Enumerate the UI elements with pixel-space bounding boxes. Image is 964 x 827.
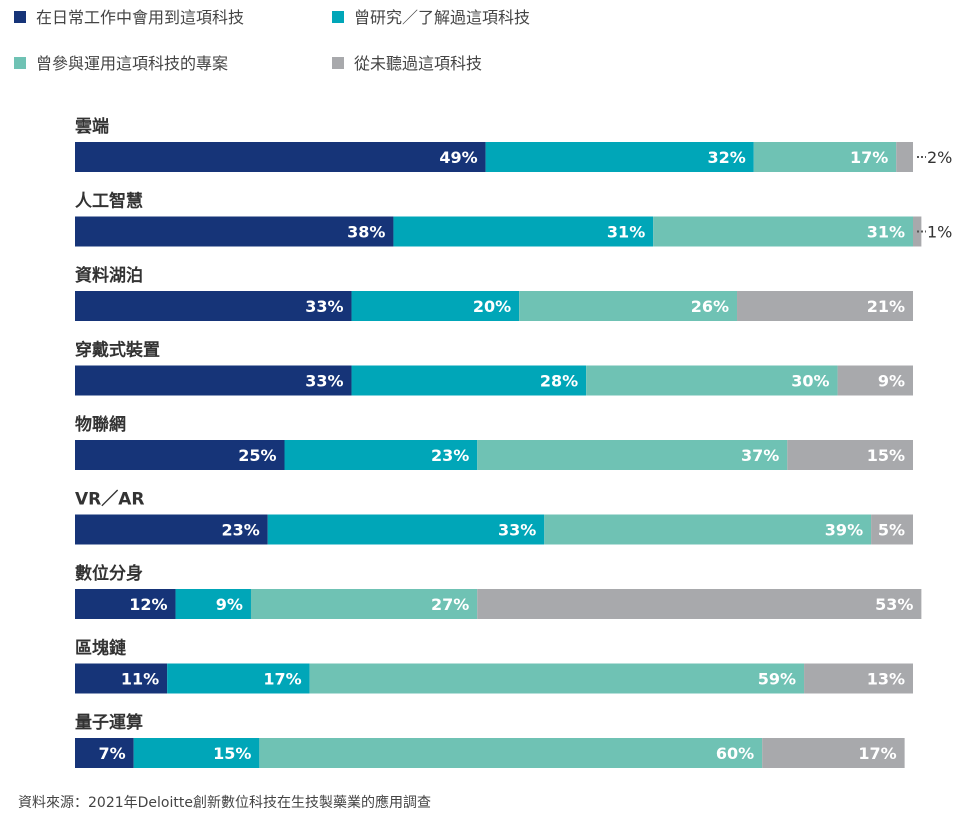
bar-segment (267, 514, 545, 545)
bar-segment (284, 440, 478, 470)
bars: 雲端 49% 32% 17% 2% 人工智慧 38% 31% 31% 1% 資料湖泊 33% 20% 26… (75, 116, 952, 768)
bar-segment (75, 365, 352, 396)
bar-segment (309, 663, 805, 694)
data-label: 9% (878, 372, 905, 391)
legend-label: 從未聽過這項科技 (354, 54, 482, 73)
data-label: 21% (867, 297, 905, 316)
bar-segment (75, 142, 486, 172)
category-label: 穿戴式裝置 (75, 340, 160, 361)
data-label: 9% (216, 595, 243, 614)
legend-label: 在日常工作中會用到這項科技 (36, 8, 244, 27)
data-label: 20% (473, 297, 511, 316)
data-label: 38% (347, 223, 385, 242)
data-label: 23% (431, 446, 469, 465)
data-label: 12% (129, 595, 167, 614)
data-label: 17% (263, 670, 301, 689)
bar-segment (762, 738, 905, 768)
bar-segment (477, 440, 788, 470)
bar-segment (737, 291, 913, 321)
bar-segment (75, 291, 352, 321)
legend-label: 曾參與運用這項科技的專案 (36, 54, 228, 73)
bar-segment (477, 589, 922, 619)
data-label: 30% (791, 372, 829, 391)
bar-segment (167, 663, 310, 694)
bar-segment (75, 440, 285, 470)
category-label: 物聯網 (75, 414, 126, 435)
bar-segment (837, 365, 913, 396)
bar-segment (871, 514, 913, 545)
category-label: 區塊鏈 (75, 638, 126, 659)
legend-swatch (332, 57, 344, 69)
bar-segment (896, 142, 913, 172)
bar-segment (485, 142, 754, 172)
bar-segment (75, 514, 268, 545)
bar-segment (75, 663, 168, 694)
legend-swatch (14, 57, 26, 69)
data-label: 25% (238, 446, 276, 465)
data-label: 31% (607, 223, 645, 242)
bar-segment (75, 216, 394, 247)
bar-segment (351, 291, 520, 321)
data-label: 11% (121, 670, 159, 689)
data-label: 31% (867, 223, 905, 242)
data-label: 53% (875, 595, 913, 614)
data-label: 17% (858, 744, 896, 763)
category-label: VR／AR (75, 489, 145, 510)
data-label: 28% (540, 372, 578, 391)
data-label: 33% (305, 297, 343, 316)
legend-swatch (332, 11, 344, 23)
data-label: 26% (691, 297, 729, 316)
data-label: 27% (431, 595, 469, 614)
data-label: 2% (927, 148, 952, 167)
source-note: 資料來源：2021年Deloitte創新數位科技在生技製藥業的應用調查 (18, 795, 431, 811)
category-label: 人工智慧 (75, 191, 143, 212)
data-label: 1% (927, 223, 952, 242)
bar-segment (804, 663, 913, 694)
data-label: 7% (98, 744, 125, 763)
data-label: 49% (439, 148, 477, 167)
category-label: 數位分身 (75, 563, 143, 584)
bar-segment (75, 589, 176, 619)
data-label: 37% (741, 446, 779, 465)
data-label: 33% (498, 521, 536, 540)
bar-segment (133, 738, 260, 768)
data-label: 33% (305, 372, 343, 391)
data-label: 59% (758, 670, 796, 689)
data-label: 39% (825, 521, 863, 540)
legend-swatch (14, 11, 26, 23)
data-label: 60% (716, 744, 754, 763)
bar-segment (544, 514, 872, 545)
data-label: 15% (867, 446, 905, 465)
bar-segment (519, 291, 738, 321)
bar-segment (75, 738, 134, 768)
legend-label: 曾研究／了解過這項科技 (354, 8, 530, 27)
data-label: 15% (213, 744, 251, 763)
bar-segment (351, 365, 587, 396)
bar-segment (175, 589, 251, 619)
bar-segment (787, 440, 913, 470)
bar-segment (259, 738, 763, 768)
data-label: 17% (850, 148, 888, 167)
data-label: 32% (707, 148, 745, 167)
bar-segment (753, 142, 897, 172)
bar-segment (393, 216, 654, 247)
category-label: 雲端 (75, 116, 109, 137)
data-label: 13% (867, 670, 905, 689)
category-label: 資料湖泊 (75, 265, 143, 286)
bar-segment (653, 216, 913, 247)
data-label: 5% (878, 521, 905, 540)
bar-segment (250, 589, 478, 619)
category-label: 量子運算 (75, 712, 143, 733)
data-label: 23% (221, 521, 259, 540)
bar-segment (586, 365, 838, 396)
